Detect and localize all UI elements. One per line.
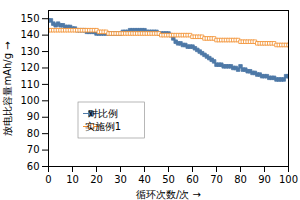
svg-text:70: 70 bbox=[27, 144, 40, 155]
svg-text:100: 100 bbox=[279, 174, 298, 185]
svg-text:20: 20 bbox=[90, 174, 103, 185]
svg-text:实施例1: 实施例1 bbox=[85, 121, 121, 132]
svg-text:80: 80 bbox=[27, 128, 40, 139]
svg-text:140: 140 bbox=[20, 29, 39, 40]
svg-text:0: 0 bbox=[45, 174, 51, 185]
svg-text:50: 50 bbox=[162, 174, 175, 185]
svg-text:90: 90 bbox=[258, 174, 271, 185]
svg-text:130: 130 bbox=[20, 46, 39, 57]
svg-text:80: 80 bbox=[234, 174, 247, 185]
svg-text:110: 110 bbox=[20, 79, 39, 90]
svg-text:120: 120 bbox=[20, 62, 39, 73]
svg-text:70: 70 bbox=[210, 174, 223, 185]
svg-text:100: 100 bbox=[20, 95, 39, 106]
svg-text:60: 60 bbox=[27, 161, 40, 172]
svg-text:60: 60 bbox=[186, 174, 199, 185]
svg-text:150: 150 bbox=[20, 13, 39, 24]
svg-text:对比例: 对比例 bbox=[88, 108, 118, 119]
svg-text:循环次数/次 →: 循环次数/次 → bbox=[136, 189, 201, 200]
svg-text:30: 30 bbox=[114, 174, 127, 185]
svg-text:10: 10 bbox=[66, 174, 79, 185]
svg-text:放电比容量mAh/g →: 放电比容量mAh/g → bbox=[2, 41, 13, 135]
svg-text:90: 90 bbox=[27, 111, 40, 122]
svg-text:40: 40 bbox=[138, 174, 151, 185]
